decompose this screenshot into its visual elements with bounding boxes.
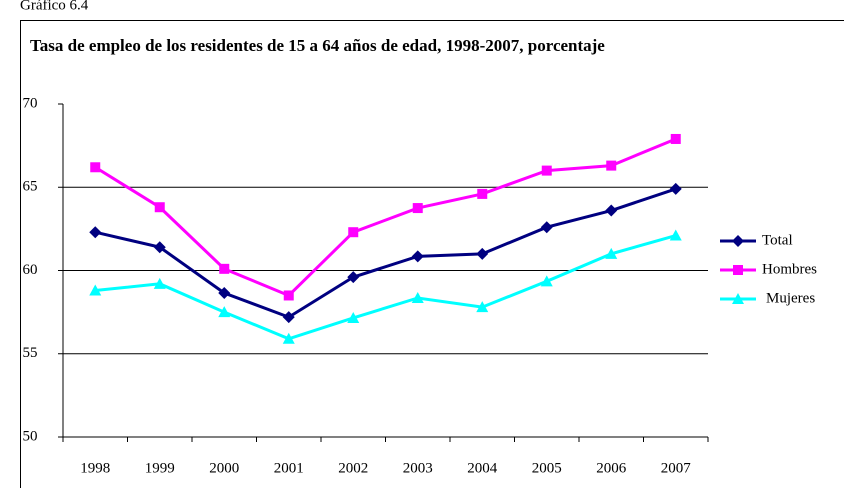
chart-frame bbox=[20, 20, 844, 488]
marker bbox=[605, 247, 618, 259]
y-tick-label: 60 bbox=[23, 262, 38, 278]
legend-label: Total bbox=[762, 232, 793, 248]
y-tick-label: 65 bbox=[23, 179, 38, 195]
marker bbox=[411, 250, 424, 263]
series-line bbox=[94, 137, 677, 298]
series-line bbox=[95, 234, 677, 341]
marker bbox=[89, 284, 102, 296]
marker bbox=[412, 203, 423, 214]
marker bbox=[732, 293, 744, 304]
marker bbox=[476, 247, 489, 260]
marker bbox=[154, 202, 165, 213]
marker bbox=[219, 263, 230, 274]
x-tick-label: 2005 bbox=[532, 460, 562, 476]
marker bbox=[606, 160, 617, 171]
marker bbox=[540, 275, 553, 287]
x-tick-label: 2004 bbox=[467, 460, 498, 476]
marker bbox=[90, 162, 101, 173]
legend-label: Hombres bbox=[762, 261, 817, 277]
marker bbox=[669, 182, 682, 195]
marker bbox=[89, 226, 102, 239]
x-tick-label: 1999 bbox=[145, 460, 175, 476]
figure-label: Gráfico 6.4 bbox=[20, 0, 89, 13]
marker bbox=[218, 306, 231, 318]
marker bbox=[476, 301, 489, 313]
marker bbox=[670, 133, 681, 144]
marker bbox=[477, 188, 488, 199]
y-tick-label: 50 bbox=[23, 428, 38, 444]
x-tick-label: 2006 bbox=[596, 460, 627, 476]
y-tick-label: 70 bbox=[23, 95, 38, 111]
marker bbox=[282, 311, 295, 324]
marker bbox=[605, 204, 618, 217]
marker bbox=[541, 165, 552, 176]
marker bbox=[153, 277, 166, 289]
x-tick-label: 1998 bbox=[80, 460, 110, 476]
marker bbox=[348, 227, 359, 238]
marker bbox=[733, 265, 743, 275]
marker bbox=[347, 271, 360, 284]
series-line bbox=[94, 187, 677, 319]
marker bbox=[347, 311, 360, 323]
x-tick-label: 2003 bbox=[403, 460, 433, 476]
marker bbox=[669, 229, 682, 241]
marker bbox=[732, 235, 744, 247]
x-tick-label: 2002 bbox=[338, 460, 368, 476]
legend-label: Mujeres bbox=[766, 290, 815, 306]
x-tick-label: 2007 bbox=[661, 460, 692, 476]
marker bbox=[153, 241, 166, 254]
marker bbox=[540, 221, 553, 234]
marker bbox=[282, 332, 295, 344]
marker bbox=[283, 290, 294, 301]
chart-title: Tasa de empleo de los residentes de 15 a… bbox=[30, 36, 605, 55]
x-tick-label: 2001 bbox=[274, 460, 304, 476]
marker bbox=[218, 286, 231, 299]
x-tick-label: 2000 bbox=[209, 460, 239, 476]
marker bbox=[411, 291, 424, 303]
y-tick-label: 55 bbox=[23, 345, 38, 361]
